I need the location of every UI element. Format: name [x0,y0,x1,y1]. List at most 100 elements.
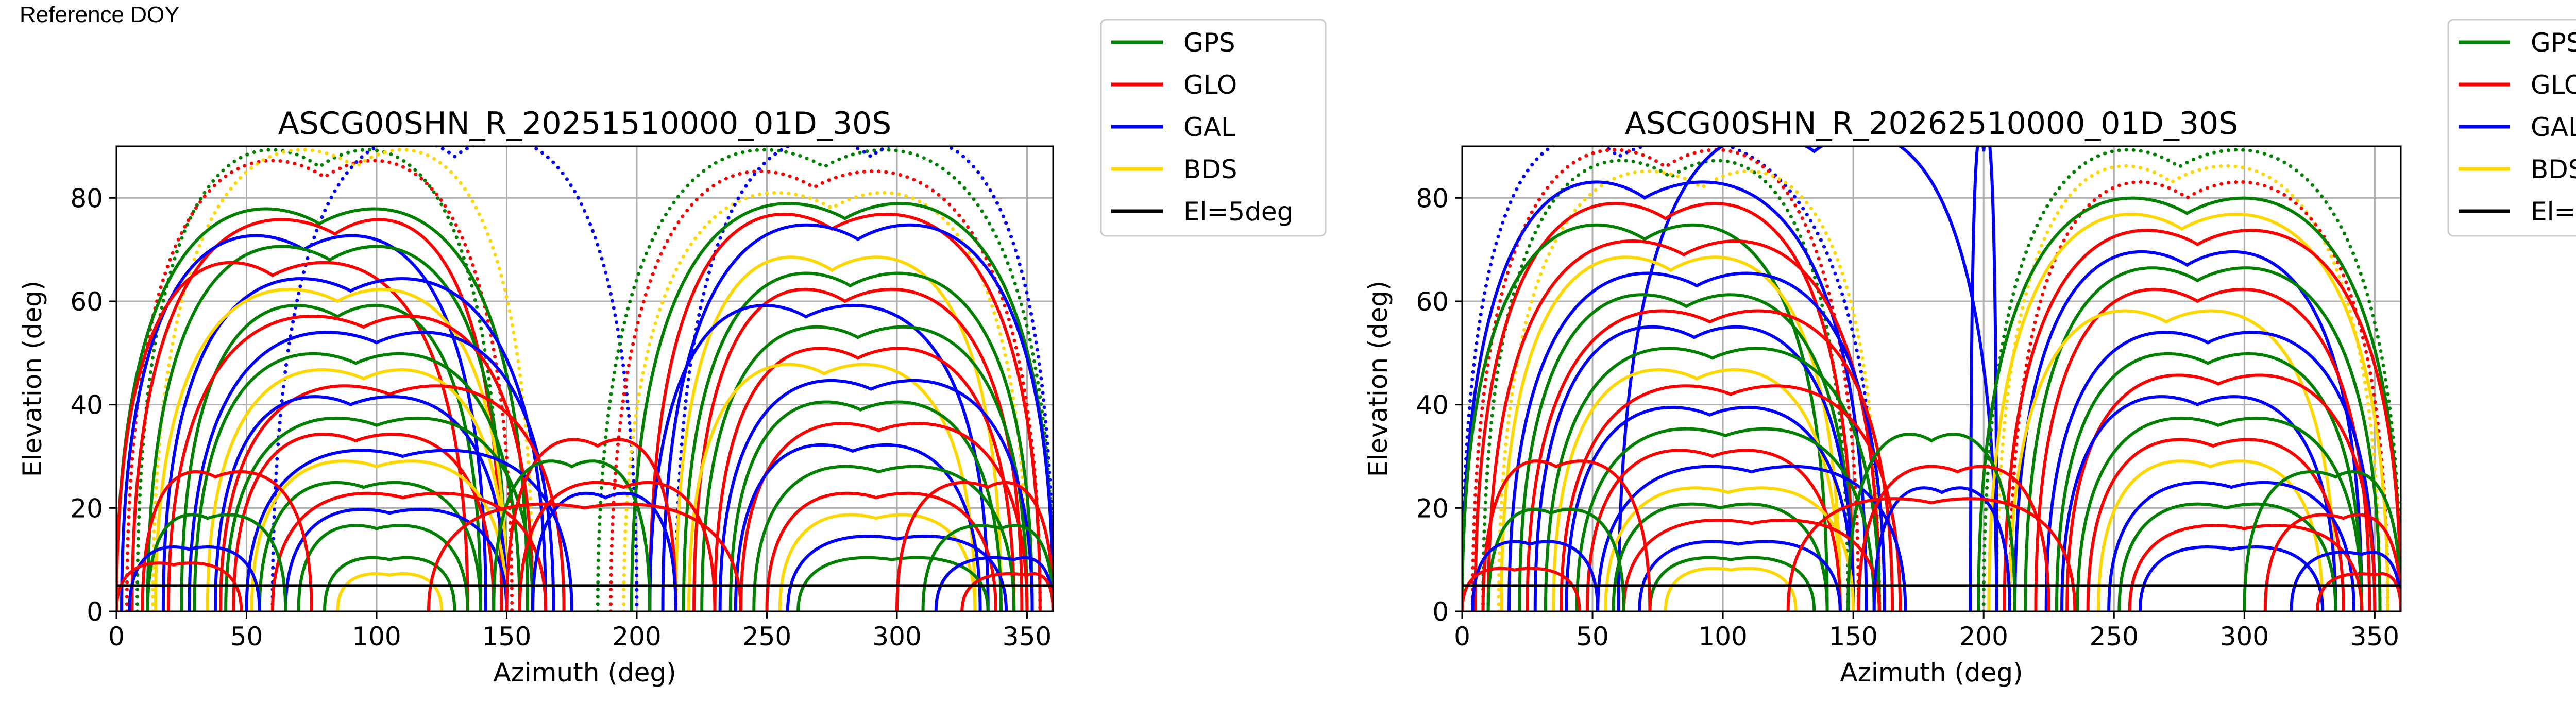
y-tick-label: 80 [70,183,103,213]
y-tick-label: 20 [1416,493,1449,523]
track-glo [692,287,1024,611]
track-glo [960,572,1053,611]
track-glo [1486,239,1881,611]
axes-frame [115,145,1054,612]
track-glo [505,438,677,611]
track-glo [1857,465,2050,611]
track-glo [713,347,1016,611]
track-bds [2096,459,2325,611]
satellite-tracks [116,146,1053,611]
legend-label: El=5deg [2531,197,2576,227]
track-gal [1596,465,1907,611]
track-gps [180,304,482,611]
track-bds [1664,567,1798,611]
track-glo [271,491,548,611]
x-tick-label: 100 [1698,622,1747,652]
x-tick-label: 300 [2220,622,2269,652]
track-bds [1497,169,1882,611]
track-gps [224,416,534,611]
plot-area [116,146,1053,611]
legend-box [1100,19,1327,237]
track-gps [2076,416,2364,611]
track-glo [765,491,997,611]
x-tick-label: 200 [1959,622,2008,652]
track-gps [596,148,1053,611]
track-gps [146,513,287,611]
track-gal [531,491,677,611]
track-gal [213,395,509,611]
track-gps [323,556,456,611]
track-gal [1872,486,2011,611]
track-gal [2013,250,2364,611]
legend-label: GLO [2531,70,2576,100]
track-glo [116,561,243,611]
track-gal [1507,271,1886,611]
x-tick-label: 250 [2090,622,2139,652]
track-gal [1617,146,1998,611]
legend-label: El=5deg [1183,197,1293,227]
track-bds [1604,486,1855,611]
track-gal [2107,481,2355,611]
ticks [109,197,1028,619]
track-gps [1518,293,1855,611]
track-glo [2128,524,2364,611]
track-gps [2117,502,2337,611]
track-gal [734,443,982,611]
track-gal [2290,551,2401,611]
x-tick-label: 300 [872,622,921,652]
track-glo [232,433,496,611]
x-tick-label: 0 [1454,622,1470,652]
track-glo [1560,384,1902,611]
y-tick-label: 40 [70,390,103,420]
y-tick-label: 0 [87,597,103,627]
track-gal [648,304,990,611]
satellite-tracks [1462,146,2401,611]
track-glo [141,470,313,611]
y-tick-label: 60 [1416,287,1449,317]
track-gal [1533,325,1855,611]
y-tick-label: 60 [70,287,103,317]
x-tick-label: 50 [1576,622,1609,652]
track-gal [2060,395,2337,611]
track-glo [2003,229,2401,611]
legend-box [2447,19,2576,237]
track-gps [1981,148,2401,611]
legend-label: BDS [1183,155,1238,184]
track-glo [125,159,514,611]
track-gps [1977,196,2401,611]
track-gal [1969,146,1998,611]
track-gps [1481,159,1850,611]
y-tick-label: 20 [70,493,103,523]
x-tick-label: 350 [1003,622,1052,652]
track-gal [188,331,555,611]
x-tick-label: 150 [482,622,531,652]
track-gps [2024,266,2382,611]
track-glo [1585,449,1842,611]
x-axis-label: Azimuth (deg) [493,658,676,688]
skyplot-panel-2: 0 50 100 150 200 250 300 350 0 20 40 60 80 ASCG00SHN_… [1363,19,2576,688]
legend-label: BDS [2531,155,2576,184]
track-glo [130,218,503,611]
track-gal [1462,146,1882,611]
track-gal [718,379,1034,611]
track-gps [1575,427,1876,611]
track-gps [146,245,509,611]
legend-label: GAL [2531,112,2576,142]
legend-label: GPS [1183,28,1235,58]
track-gps [700,325,1029,611]
track-gps [682,271,1034,611]
track-glo [1622,518,1881,611]
track-bds [1987,212,2389,611]
chart-title: ASCG00SHN_R_20262510000_01D_30S [1625,106,2239,142]
x-tick-label: 100 [352,622,401,652]
x-tick-label: 200 [612,622,661,652]
track-glo [1473,202,1855,611]
track-glo [518,481,717,611]
track-gal [270,146,639,611]
y-tick-label: 40 [1416,390,1449,420]
track-gps [193,352,521,611]
skyplot-panel-1: 0 50 100 150 200 250 300 350 0 20 40 60 80 ASCG00SHN_… [18,19,1327,688]
reference-doy-label: Reference DOY [20,2,180,27]
track-gal [2044,331,2377,611]
